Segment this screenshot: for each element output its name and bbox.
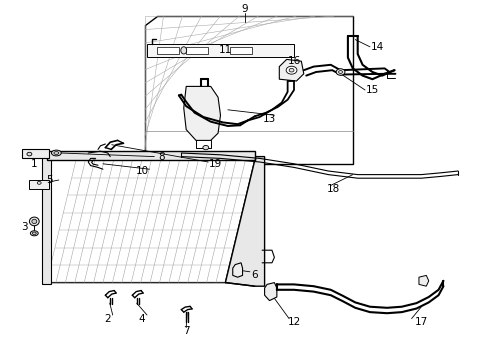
Text: 15: 15 (366, 85, 379, 95)
Text: 7: 7 (183, 326, 190, 336)
Bar (22, 149, 49, 158)
Ellipse shape (54, 152, 59, 154)
Ellipse shape (37, 181, 41, 184)
Text: 2: 2 (104, 314, 111, 324)
Text: 5: 5 (46, 175, 52, 185)
Polygon shape (184, 86, 220, 140)
Text: 1: 1 (31, 159, 38, 169)
Ellipse shape (181, 47, 187, 54)
Polygon shape (145, 16, 353, 164)
Ellipse shape (289, 68, 294, 72)
Polygon shape (42, 157, 51, 284)
Ellipse shape (32, 219, 37, 224)
Polygon shape (279, 59, 304, 81)
Polygon shape (225, 157, 265, 286)
Ellipse shape (286, 66, 297, 74)
Polygon shape (47, 160, 255, 283)
Polygon shape (419, 275, 429, 286)
Polygon shape (233, 263, 243, 277)
Text: 4: 4 (139, 314, 146, 324)
Ellipse shape (51, 150, 61, 156)
Text: 13: 13 (263, 114, 276, 124)
Text: 18: 18 (326, 184, 340, 194)
Text: 16: 16 (287, 56, 301, 66)
Bar (29, 180, 49, 189)
Text: 6: 6 (251, 270, 258, 280)
Text: 17: 17 (415, 317, 428, 327)
Bar (147, 44, 294, 57)
Polygon shape (47, 151, 255, 160)
Ellipse shape (27, 152, 32, 156)
Ellipse shape (336, 69, 345, 75)
Bar (157, 47, 179, 54)
Ellipse shape (339, 71, 343, 73)
Text: 11: 11 (219, 45, 232, 55)
Text: 8: 8 (158, 152, 165, 162)
Ellipse shape (203, 145, 209, 150)
Polygon shape (265, 283, 277, 301)
Text: 3: 3 (21, 222, 28, 232)
Text: 9: 9 (242, 4, 248, 14)
Bar (186, 47, 208, 54)
Bar (230, 47, 252, 54)
Ellipse shape (30, 231, 38, 236)
Text: 10: 10 (136, 166, 148, 176)
Ellipse shape (29, 217, 39, 226)
Text: 19: 19 (209, 159, 222, 169)
Text: 14: 14 (370, 42, 384, 52)
Ellipse shape (32, 232, 36, 235)
Text: 12: 12 (287, 317, 301, 327)
